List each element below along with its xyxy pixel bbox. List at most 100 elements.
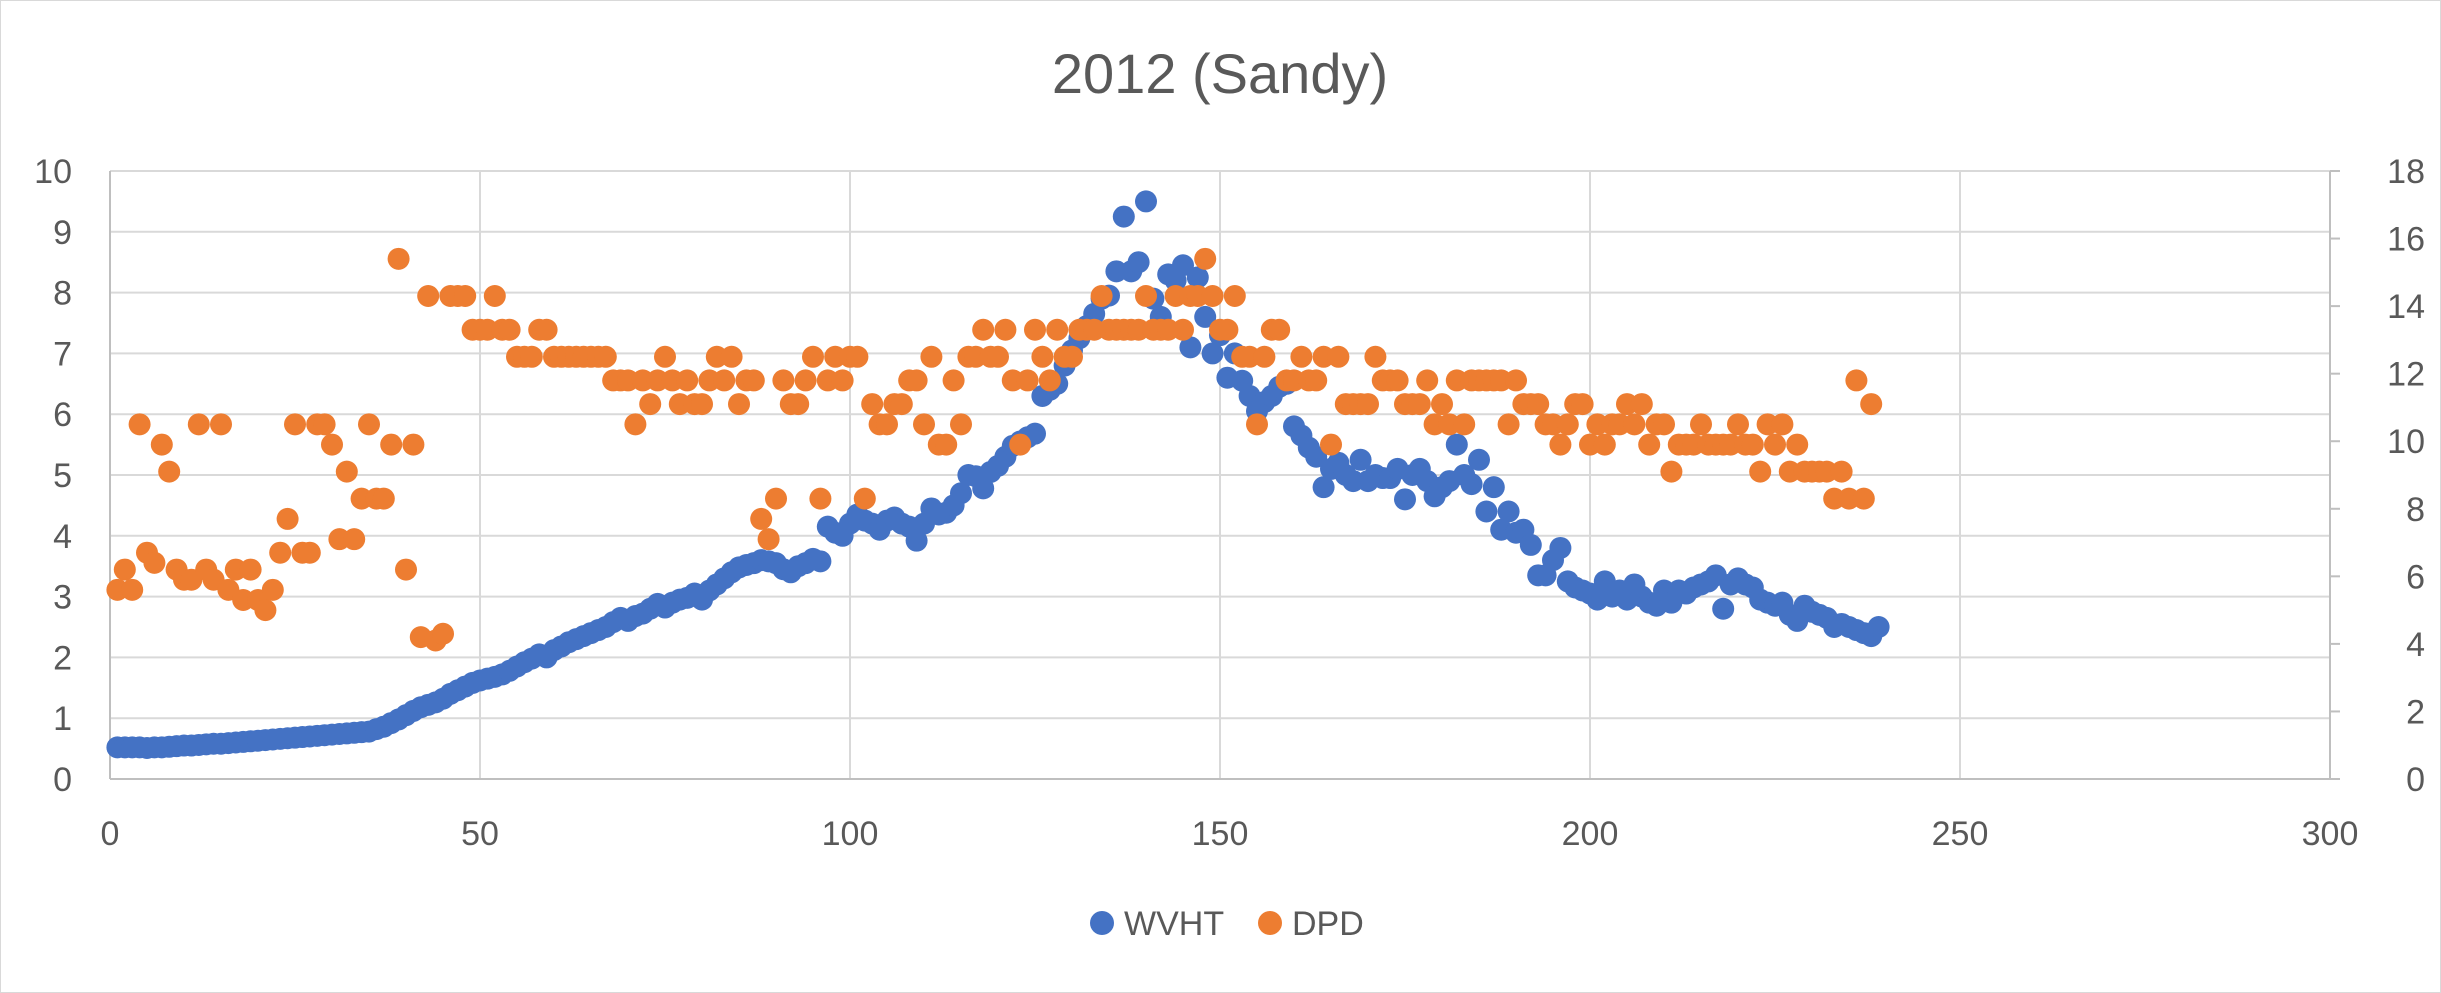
data-point (831, 369, 854, 392)
data-point (1268, 318, 1291, 341)
y2-tick-label: 12 (2387, 356, 2425, 394)
y2-tick-label: 2 (2406, 693, 2425, 731)
data-point (1216, 318, 1239, 341)
data-point (1194, 305, 1217, 328)
y2-tick-label: 18 (2387, 153, 2425, 191)
data-point (950, 482, 972, 505)
data-point (1727, 413, 1749, 436)
data-point (1038, 369, 1061, 392)
data-point (1867, 616, 1890, 638)
data-point (335, 460, 358, 483)
data-point (861, 393, 884, 416)
data-point (802, 345, 824, 368)
data-point (765, 487, 787, 510)
data-point (298, 541, 321, 564)
data-point (794, 369, 817, 392)
data-point (994, 318, 1017, 341)
data-point (1593, 433, 1616, 456)
data-point (128, 413, 151, 436)
x-tick-label: 0 (101, 815, 120, 853)
data-point (150, 433, 173, 456)
data-point (594, 345, 617, 368)
data-point (713, 369, 736, 392)
data-point (1135, 284, 1157, 307)
data-point (261, 578, 284, 601)
data-point (772, 369, 795, 392)
data-point (1024, 318, 1046, 341)
series-wvht (106, 190, 1890, 759)
y-tick-label: 10 (34, 153, 72, 191)
data-point (372, 487, 395, 510)
x-tick-label: 250 (1932, 815, 1989, 853)
data-point (1135, 190, 1157, 213)
data-point (624, 413, 647, 436)
data-point (676, 369, 699, 392)
data-point (1630, 393, 1653, 416)
data-point (535, 318, 558, 341)
data-point (432, 622, 454, 645)
data-point (387, 247, 410, 270)
data-point (1253, 345, 1276, 368)
data-point (1453, 413, 1476, 436)
data-point (1394, 488, 1416, 511)
data-point (1845, 369, 1868, 392)
legend-marker (1090, 911, 1114, 935)
data-point (942, 369, 965, 392)
data-point (654, 345, 676, 368)
y-tick-label: 1 (53, 700, 72, 738)
data-point (1468, 448, 1490, 471)
data-point (1031, 345, 1054, 368)
data-point (1660, 460, 1683, 483)
y2-tick-label: 4 (2406, 626, 2425, 664)
data-point (742, 369, 765, 392)
data-point (1290, 345, 1313, 368)
data-point (950, 413, 972, 436)
data-point (1860, 393, 1883, 416)
series-dpd (106, 247, 1883, 652)
data-point (1497, 500, 1520, 523)
data-point (728, 393, 750, 416)
data-point (1497, 413, 1520, 436)
data-point (520, 345, 543, 368)
data-point (1061, 345, 1083, 368)
y2-tick-label: 0 (2406, 761, 2425, 799)
data-point (143, 551, 166, 574)
data-point (639, 393, 662, 416)
data-series (106, 190, 1890, 759)
data-point (1771, 413, 1794, 436)
data-point (321, 433, 343, 456)
y-tick-label: 2 (53, 639, 72, 677)
data-point (254, 599, 277, 622)
y-tick-label: 7 (53, 335, 72, 373)
data-point (913, 413, 935, 436)
data-point (1172, 254, 1194, 277)
data-point (809, 487, 832, 510)
data-point (158, 460, 181, 483)
data-point (890, 393, 913, 416)
x-tick-label: 150 (1192, 815, 1249, 853)
data-point (905, 529, 928, 552)
data-point (1475, 500, 1498, 523)
legend: WVHT DPD (1090, 905, 1364, 943)
data-point (1327, 345, 1350, 368)
data-point (498, 318, 521, 341)
data-point (358, 413, 380, 436)
data-point (1482, 476, 1505, 499)
data-point (313, 413, 336, 436)
axes: 0 50 100 150 200 250 3000123456789100246810121… (34, 153, 2425, 853)
y-tick-label: 4 (53, 518, 72, 556)
data-point (1571, 393, 1594, 416)
y-tick-label: 6 (53, 396, 72, 434)
data-point (454, 284, 477, 307)
data-point (905, 369, 928, 392)
data-point (1127, 251, 1150, 274)
data-point (1416, 369, 1439, 392)
data-point (846, 345, 869, 368)
x-tick-label: 200 (1562, 815, 1619, 853)
data-point (284, 413, 306, 436)
data-point (1741, 433, 1764, 456)
data-point (972, 318, 995, 341)
data-point (343, 528, 366, 551)
data-point (1320, 433, 1342, 456)
data-point (1653, 413, 1675, 436)
